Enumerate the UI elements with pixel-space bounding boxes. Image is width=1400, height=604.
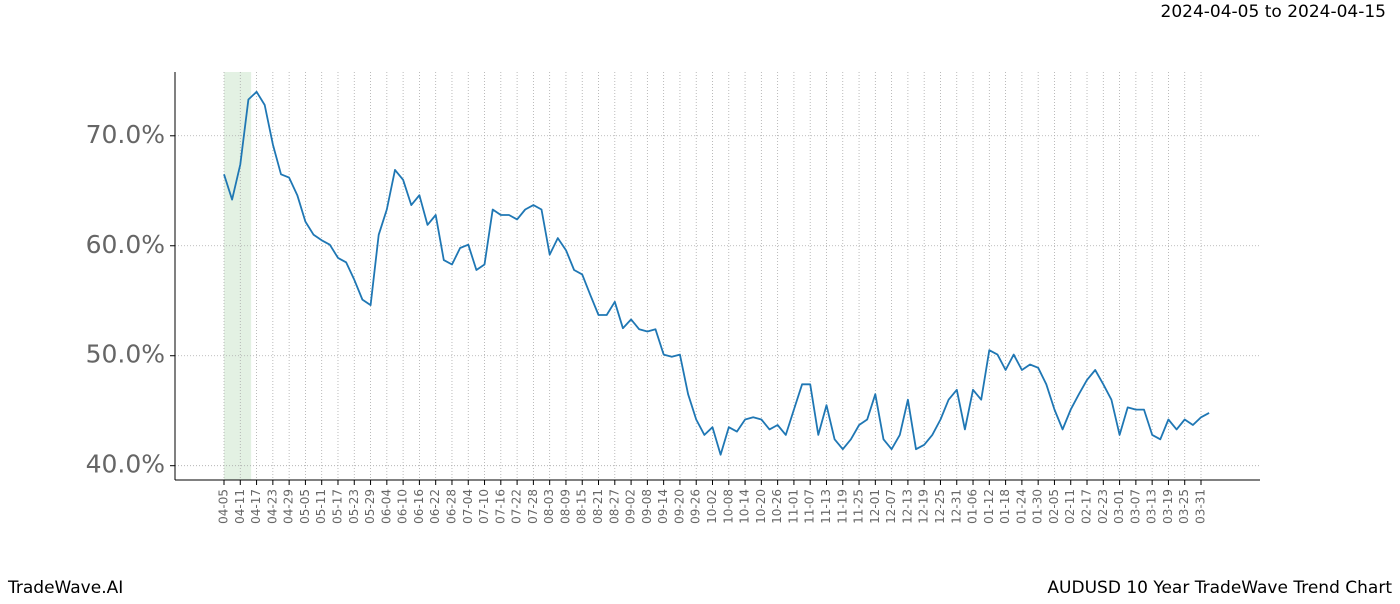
- x-tick-label: 11-25: [852, 489, 866, 524]
- x-tick-label: 10-20: [754, 489, 768, 524]
- x-tick-label: 12-01: [868, 489, 882, 524]
- x-tick-label: 12-31: [949, 489, 963, 524]
- y-tick-label: 40.0%: [86, 450, 165, 479]
- y-tick-label: 70.0%: [86, 120, 165, 149]
- range-end: 2024-04-15: [1287, 2, 1386, 22]
- x-tick-label: 07-28: [526, 489, 540, 524]
- x-tick-label: 09-20: [672, 489, 686, 524]
- x-tick-label: 10-02: [705, 489, 719, 524]
- x-tick-label: 03-13: [1145, 489, 1159, 524]
- x-tick-label: 07-04: [461, 489, 475, 524]
- y-tick-label: 60.0%: [86, 230, 165, 259]
- x-tick-label: 10-14: [738, 489, 752, 524]
- x-tick-label: 01-06: [966, 489, 980, 524]
- x-tick-label: 01-30: [1031, 489, 1045, 524]
- x-tick-label: 04-17: [249, 489, 263, 524]
- x-tick-label: 06-22: [428, 489, 442, 524]
- x-tick-label: 02-11: [1063, 489, 1077, 524]
- x-tick-label: 02-23: [1096, 489, 1110, 524]
- y-tick-label: 50.0%: [86, 340, 165, 369]
- x-tick-label: 03-25: [1177, 489, 1191, 524]
- x-tick-label: 03-01: [1112, 489, 1126, 524]
- x-tick-label: 06-28: [444, 489, 458, 524]
- x-tick-label: 06-04: [379, 489, 393, 524]
- x-tick-label: 08-15: [575, 489, 589, 524]
- range-start: 2024-04-05: [1161, 2, 1260, 22]
- x-tick-label: 10-26: [770, 489, 784, 524]
- x-tick-label: 05-05: [298, 489, 312, 524]
- x-tick-label: 08-27: [607, 489, 621, 524]
- x-tick-label: 11-07: [803, 489, 817, 524]
- price-line: [223, 90, 1210, 456]
- x-tick-label: 08-03: [542, 489, 556, 524]
- x-tick-label: 09-02: [624, 489, 638, 524]
- x-tick-label: 02-17: [1080, 489, 1094, 524]
- x-tick-label: 06-10: [396, 489, 410, 524]
- x-tick-label: 04-11: [233, 489, 247, 524]
- x-tick-label: 03-31: [1194, 489, 1208, 524]
- x-tick-label: 05-23: [347, 489, 361, 524]
- x-tick-label: 04-05: [217, 489, 231, 524]
- x-tick-label: 11-01: [786, 489, 800, 524]
- x-tick-label: 12-07: [884, 489, 898, 524]
- x-tick-label: 12-13: [900, 489, 914, 524]
- x-tick-label: 04-23: [265, 489, 279, 524]
- x-tick-label: 01-18: [998, 489, 1012, 524]
- brand: TradeWave.AI: [7, 578, 123, 598]
- chart-caption: AUDUSD 10 Year TradeWave Trend Chart: [1047, 578, 1392, 598]
- highlight-band: [224, 72, 252, 480]
- x-tick-label: 06-16: [412, 489, 426, 524]
- x-tick-label: 08-09: [558, 489, 572, 524]
- x-tick-label: 10-08: [721, 489, 735, 524]
- x-tick-label: 05-29: [363, 489, 377, 524]
- x-tick-label: 07-22: [510, 489, 524, 524]
- x-tick-label: 08-21: [591, 489, 605, 524]
- x-tick-label: 09-08: [640, 489, 654, 524]
- x-tick-label: 03-19: [1161, 489, 1175, 524]
- x-tick-label: 05-17: [330, 489, 344, 524]
- x-tick-label: 05-11: [314, 489, 328, 524]
- x-tick-label: 11-19: [835, 489, 849, 524]
- x-tick-label: 09-26: [689, 489, 703, 524]
- x-tick-label: 01-24: [1014, 489, 1028, 524]
- x-tick-label: 12-19: [917, 489, 931, 524]
- x-tick-label: 07-16: [493, 489, 507, 524]
- x-tick-label: 03-07: [1128, 489, 1142, 524]
- x-tick-label: 07-10: [477, 489, 491, 524]
- x-tick-label: 01-12: [982, 489, 996, 524]
- x-tick-label: 11-13: [819, 489, 833, 524]
- x-tick-label: 09-14: [656, 489, 670, 524]
- x-tick-label: 02-05: [1047, 489, 1061, 524]
- x-tick-label: 04-29: [282, 489, 296, 524]
- date-range: 2024-04-05 to 2024-04-15: [1161, 2, 1386, 22]
- x-tick-label: 12-25: [933, 489, 947, 524]
- range-separator: to: [1265, 2, 1282, 22]
